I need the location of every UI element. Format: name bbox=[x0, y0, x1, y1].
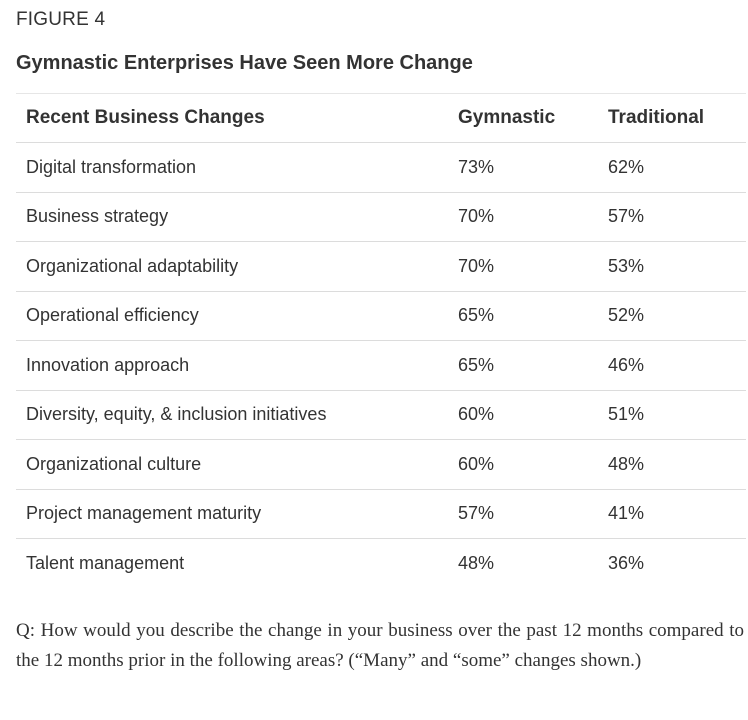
table-row: Diversity, equity, & inclusion initiativ… bbox=[16, 389, 746, 440]
row-label: Business strategy bbox=[16, 191, 448, 242]
gymnastic-value: 65% bbox=[448, 340, 598, 390]
column-header-gymnastic: Gymnastic bbox=[448, 93, 598, 143]
row-label: Project management maturity bbox=[16, 488, 448, 539]
figure-title: Gymnastic Enterprises Have Seen More Cha… bbox=[16, 52, 473, 74]
table-row: Project management maturity 57% 41% bbox=[16, 488, 746, 539]
traditional-value: 36% bbox=[598, 538, 746, 588]
row-label: Digital transformation bbox=[16, 142, 448, 192]
table-row: Innovation approach 65% 46% bbox=[16, 340, 746, 390]
figure-label: FIGURE 4 bbox=[16, 9, 106, 30]
table-row: Business strategy 70% 57% bbox=[16, 191, 746, 242]
row-label: Talent management bbox=[16, 538, 448, 588]
traditional-value: 41% bbox=[598, 488, 746, 539]
traditional-value: 53% bbox=[598, 241, 746, 291]
row-label: Organizational adaptability bbox=[16, 241, 448, 291]
traditional-value: 57% bbox=[598, 191, 746, 242]
column-header-business-changes: Recent Business Changes bbox=[16, 93, 448, 143]
gymnastic-value: 73% bbox=[448, 142, 598, 192]
traditional-value: 52% bbox=[598, 290, 746, 341]
gymnastic-value: 65% bbox=[448, 290, 598, 341]
business-changes-table: Recent Business Changes Gymnastic Tradit… bbox=[16, 93, 746, 588]
traditional-value: 51% bbox=[598, 389, 746, 440]
gymnastic-value: 60% bbox=[448, 389, 598, 440]
table-row: Organizational culture 60% 48% bbox=[16, 439, 746, 489]
gymnastic-value: 70% bbox=[448, 241, 598, 291]
table-row: Organizational adaptability 70% 53% bbox=[16, 241, 746, 291]
table-header-row: Recent Business Changes Gymnastic Tradit… bbox=[16, 93, 746, 143]
row-label: Organizational culture bbox=[16, 439, 448, 489]
table-row: Digital transformation 73% 62% bbox=[16, 142, 746, 192]
survey-question-note: Q: How would you describe the change in … bbox=[16, 620, 744, 671]
row-label: Diversity, equity, & inclusion initiativ… bbox=[16, 389, 448, 440]
row-label: Operational efficiency bbox=[16, 290, 448, 341]
gymnastic-value: 60% bbox=[448, 439, 598, 489]
row-label: Innovation approach bbox=[16, 340, 448, 390]
gymnastic-value: 70% bbox=[448, 191, 598, 242]
gymnastic-value: 48% bbox=[448, 538, 598, 588]
traditional-value: 46% bbox=[598, 340, 746, 390]
traditional-value: 48% bbox=[598, 439, 746, 489]
column-header-traditional: Traditional bbox=[598, 93, 746, 143]
gymnastic-value: 57% bbox=[448, 488, 598, 539]
table-row: Operational efficiency 65% 52% bbox=[16, 290, 746, 341]
table-row: Talent management 48% 36% bbox=[16, 538, 746, 588]
traditional-value: 62% bbox=[598, 142, 746, 192]
